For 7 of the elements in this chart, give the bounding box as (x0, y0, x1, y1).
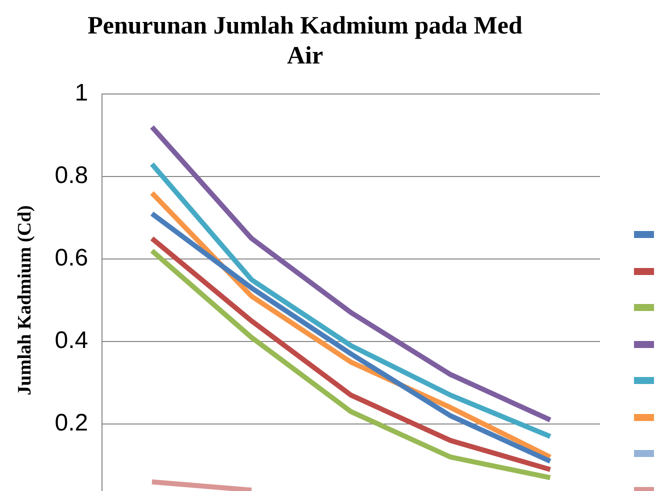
y-tick-label: 1 (74, 80, 88, 107)
y-tick-label: 0.2 (54, 410, 88, 437)
y-axis-title: Jumlah Kadmium (Cd) (14, 205, 36, 396)
y-tick-label: 0.6 (54, 244, 88, 272)
chart-title: Penurunan Jumlah Kadmium pada Med Air (88, 12, 522, 70)
y-tick-label: 0.8 (54, 162, 88, 190)
y-tick-label: 0.4 (54, 327, 88, 354)
